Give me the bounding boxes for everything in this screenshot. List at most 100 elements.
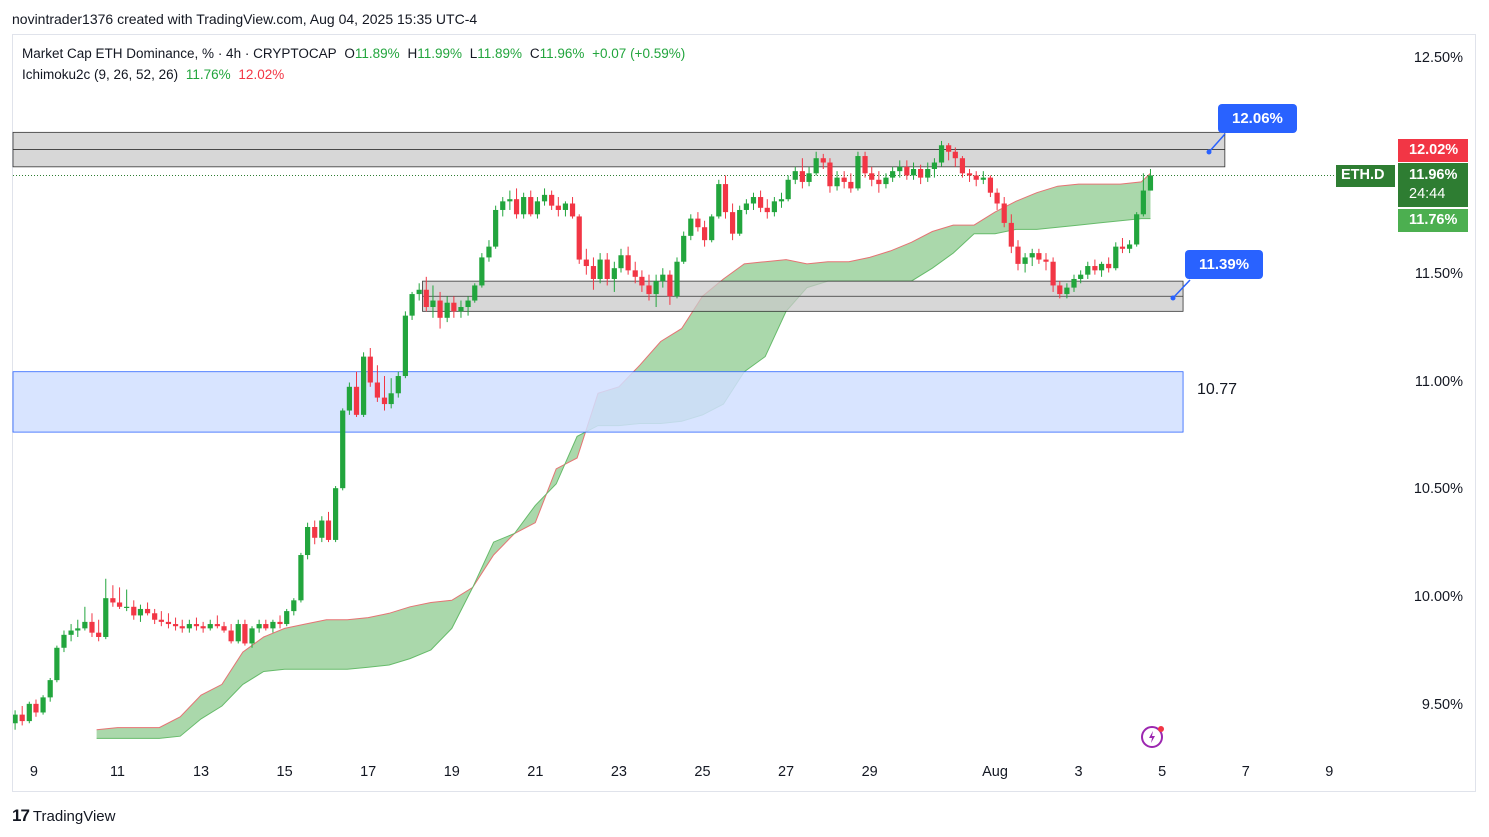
candle-body [249, 628, 255, 644]
candle-body [952, 151, 958, 159]
candle-body [562, 203, 569, 210]
candle-body [785, 179, 791, 200]
callout-lower[interactable]: 11.39% [1185, 250, 1264, 279]
candle-body [444, 302, 450, 318]
candle-body [980, 177, 986, 180]
candle-body [987, 177, 994, 193]
candle-body [973, 175, 979, 180]
candle-body [695, 218, 701, 228]
y-tick-label: 12.50% [1413, 50, 1463, 66]
x-tick-label: 9 [1325, 764, 1334, 780]
candle-body [103, 598, 109, 637]
candle-body [193, 624, 200, 627]
candle-body [1064, 287, 1070, 295]
x-tick-label: 17 [360, 764, 377, 780]
candle-body [1113, 246, 1119, 269]
ohlc-low: L11.89% [469, 46, 523, 61]
candle-body [402, 315, 408, 377]
candle-body [458, 307, 464, 312]
candle-body [946, 145, 952, 152]
candle-body [89, 621, 95, 633]
candle-body [207, 624, 213, 629]
candle-body [569, 203, 576, 217]
candle-body [1078, 274, 1084, 279]
candle-body [966, 173, 973, 176]
candle-body [931, 162, 938, 169]
candle-body [33, 703, 39, 713]
candle-body [423, 289, 429, 308]
candle-body [1126, 244, 1133, 249]
candle-body [1098, 263, 1105, 271]
candle-body [792, 171, 798, 180]
candle-body [1057, 285, 1063, 295]
candle-body [26, 703, 32, 722]
candle-body [1140, 190, 1146, 215]
candle-body [1050, 261, 1056, 286]
candle-body [152, 613, 158, 620]
last-price-tag: 11.96% 24:44 [1398, 163, 1468, 207]
replay-icon[interactable] [1140, 724, 1166, 750]
candle-body [242, 624, 248, 644]
candle-body [681, 235, 687, 262]
candle-body [361, 356, 367, 415]
candle-body [625, 255, 631, 271]
candle-body [144, 608, 151, 614]
candle-body [381, 397, 388, 405]
candle-body [110, 598, 116, 603]
candle-body [938, 145, 945, 163]
x-tick-label: 15 [276, 764, 293, 780]
candle-body [869, 173, 875, 180]
tradingview-logo-icon: 17 [12, 806, 30, 825]
candle-body [353, 386, 360, 415]
candle-body [743, 203, 749, 210]
candle-body [778, 199, 785, 202]
candle-body [409, 294, 415, 316]
footer-brand[interactable]: 17 TradingView [12, 806, 115, 826]
indicator-legend[interactable]: Ichimoku2c (9, 26, 52, 26) 11.76% 12.02% [22, 67, 288, 82]
candle-body [416, 289, 422, 295]
symbol-title: Market Cap ETH Dominance, % · 4h · CRYPT… [22, 46, 337, 61]
candle-body [1106, 263, 1112, 269]
candle-body [1147, 175, 1154, 191]
callout-upper[interactable]: 12.06% [1218, 104, 1297, 133]
candle-body [479, 257, 485, 286]
candle-body [904, 166, 910, 176]
candle-body [701, 227, 708, 241]
brand-name: TradingView [32, 807, 116, 825]
candle-body [13, 714, 18, 724]
candle-body [430, 300, 436, 308]
candle-body [1134, 214, 1140, 245]
candle-body [918, 168, 924, 178]
candle-body [1085, 266, 1091, 275]
indicator-value-b: 12.02% [238, 67, 285, 82]
candle-body [82, 621, 88, 629]
candle-body [1119, 246, 1126, 249]
span-a-tag: 11.76% [1398, 209, 1468, 232]
candle-body [534, 201, 541, 215]
candle-body [757, 197, 764, 208]
candle-body [346, 386, 352, 411]
candle-body [716, 184, 722, 217]
bar-countdown: 24:44 [1409, 186, 1446, 202]
candle-body [890, 171, 896, 178]
candle-body [994, 192, 1000, 204]
x-tick-label: 29 [861, 764, 878, 780]
candle-body [291, 600, 297, 612]
candle-body [722, 184, 729, 213]
candle-body [340, 410, 346, 489]
candle-body [806, 173, 812, 182]
y-tick-label: 11.50% [1414, 265, 1463, 282]
candle-body [674, 261, 680, 297]
candle-body [618, 255, 624, 269]
candle-body [137, 608, 144, 616]
candle-body [284, 611, 290, 625]
candle-body [40, 697, 46, 713]
candle-body [47, 680, 53, 698]
ohlc-open: O11.89% [344, 46, 400, 61]
candle-body [228, 630, 234, 642]
candle-body [367, 356, 373, 383]
symbol-legend[interactable]: Market Cap ETH Dominance, % · 4h · CRYPT… [22, 46, 689, 61]
candle-body [298, 555, 304, 601]
candle-body [68, 630, 74, 635]
